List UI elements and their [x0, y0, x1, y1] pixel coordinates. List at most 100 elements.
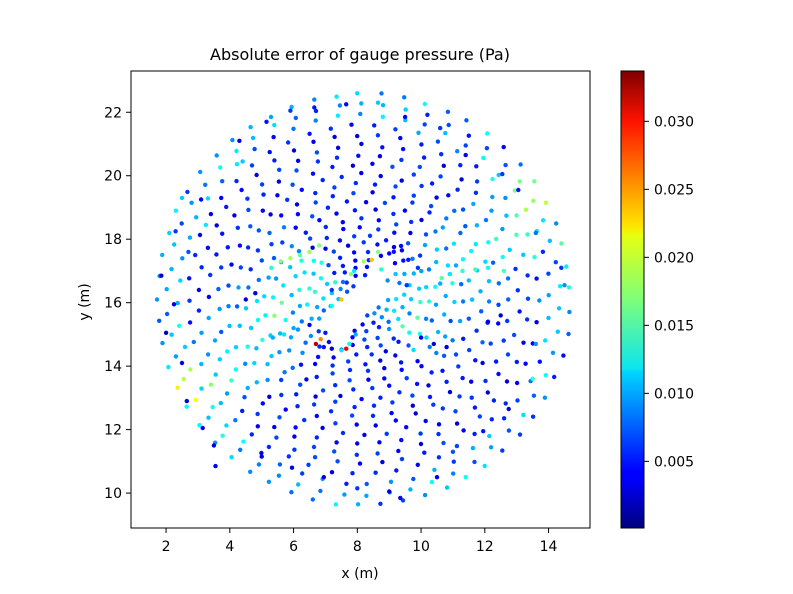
data-point [337, 255, 343, 260]
data-point [370, 413, 376, 418]
data-point [390, 400, 395, 405]
data-point [446, 193, 451, 198]
data-point [504, 213, 509, 218]
data-point [417, 164, 422, 170]
data-point [457, 318, 463, 324]
data-point [253, 291, 258, 296]
data-point [391, 244, 397, 250]
data-point [556, 306, 562, 311]
data-point [279, 213, 284, 218]
data-point [256, 228, 261, 233]
data-point [331, 249, 336, 254]
data-point [470, 445, 476, 451]
data-point [270, 295, 276, 300]
data-point [318, 337, 323, 342]
data-point [210, 404, 215, 410]
data-point [394, 222, 399, 227]
data-point [371, 403, 377, 408]
data-point [434, 259, 439, 265]
data-point [555, 329, 560, 334]
data-point [197, 232, 203, 238]
data-point [474, 328, 479, 333]
data-point [534, 320, 539, 325]
data-point [282, 370, 287, 375]
data-point [187, 320, 193, 325]
data-point [370, 385, 375, 391]
data-point [474, 223, 480, 228]
data-point [566, 285, 572, 290]
data-point [344, 199, 350, 204]
data-point [172, 242, 177, 247]
data-point [293, 115, 298, 121]
data-point [187, 235, 193, 240]
data-point [254, 380, 259, 385]
data-point [474, 164, 479, 169]
data-point [546, 315, 551, 321]
scatter-plot-area: 2 4 6 8 10 12 14 10 12 14 16 18 20 22 Absolute error… [77, 45, 591, 582]
data-point [375, 100, 381, 105]
data-point [413, 411, 418, 416]
data-point [241, 439, 246, 444]
data-point [367, 233, 373, 238]
data-point [460, 268, 465, 274]
data-point [514, 359, 519, 365]
data-point [415, 315, 420, 320]
data-point [400, 324, 405, 329]
x-tick-label: 2 [162, 539, 171, 555]
data-point [451, 471, 456, 476]
data-point [267, 230, 272, 236]
data-point [332, 270, 337, 276]
data-point [313, 200, 318, 205]
data-point [394, 296, 399, 302]
data-point [364, 264, 370, 270]
data-point [307, 236, 313, 241]
data-point [178, 278, 183, 283]
data-point [311, 139, 316, 144]
data-point [424, 285, 429, 290]
data-point [419, 217, 424, 223]
data-point [504, 379, 510, 384]
data-point [481, 429, 486, 434]
data-point [423, 232, 429, 237]
data-point [440, 406, 445, 411]
data-point [461, 428, 466, 433]
data-point [377, 440, 382, 445]
data-point [447, 389, 453, 395]
data-point [376, 227, 381, 232]
data-point [400, 146, 406, 152]
data-point [463, 152, 468, 158]
data-point [333, 383, 338, 388]
data-point [364, 493, 369, 498]
data-point [323, 224, 328, 230]
data-point [402, 271, 407, 277]
colorbar-ticks: 0.005 0.010 0.015 0.020 0.025 0.030 [644, 114, 694, 470]
data-point [523, 361, 528, 366]
data-point [292, 447, 297, 452]
data-point [296, 482, 301, 487]
axes-background [131, 71, 590, 528]
data-point [411, 347, 416, 353]
data-point [339, 348, 344, 353]
y-tick-label: 12 [104, 423, 122, 439]
data-point [235, 225, 240, 230]
data-point [365, 313, 370, 318]
data-point [352, 234, 357, 239]
data-point [473, 267, 478, 272]
data-point [266, 275, 271, 280]
data-point [396, 448, 401, 454]
data-point [386, 319, 391, 324]
data-point [361, 259, 366, 264]
data-point [205, 352, 211, 357]
data-point [288, 108, 293, 113]
data-point [216, 286, 221, 292]
data-point [269, 242, 274, 247]
data-point [423, 418, 428, 424]
data-point [310, 214, 315, 219]
data-point [335, 459, 340, 464]
data-point [337, 238, 343, 243]
data-point [547, 238, 552, 243]
data-point [342, 492, 347, 497]
data-point [184, 398, 189, 404]
x-tick-label: 14 [540, 539, 558, 555]
data-point [268, 212, 273, 217]
